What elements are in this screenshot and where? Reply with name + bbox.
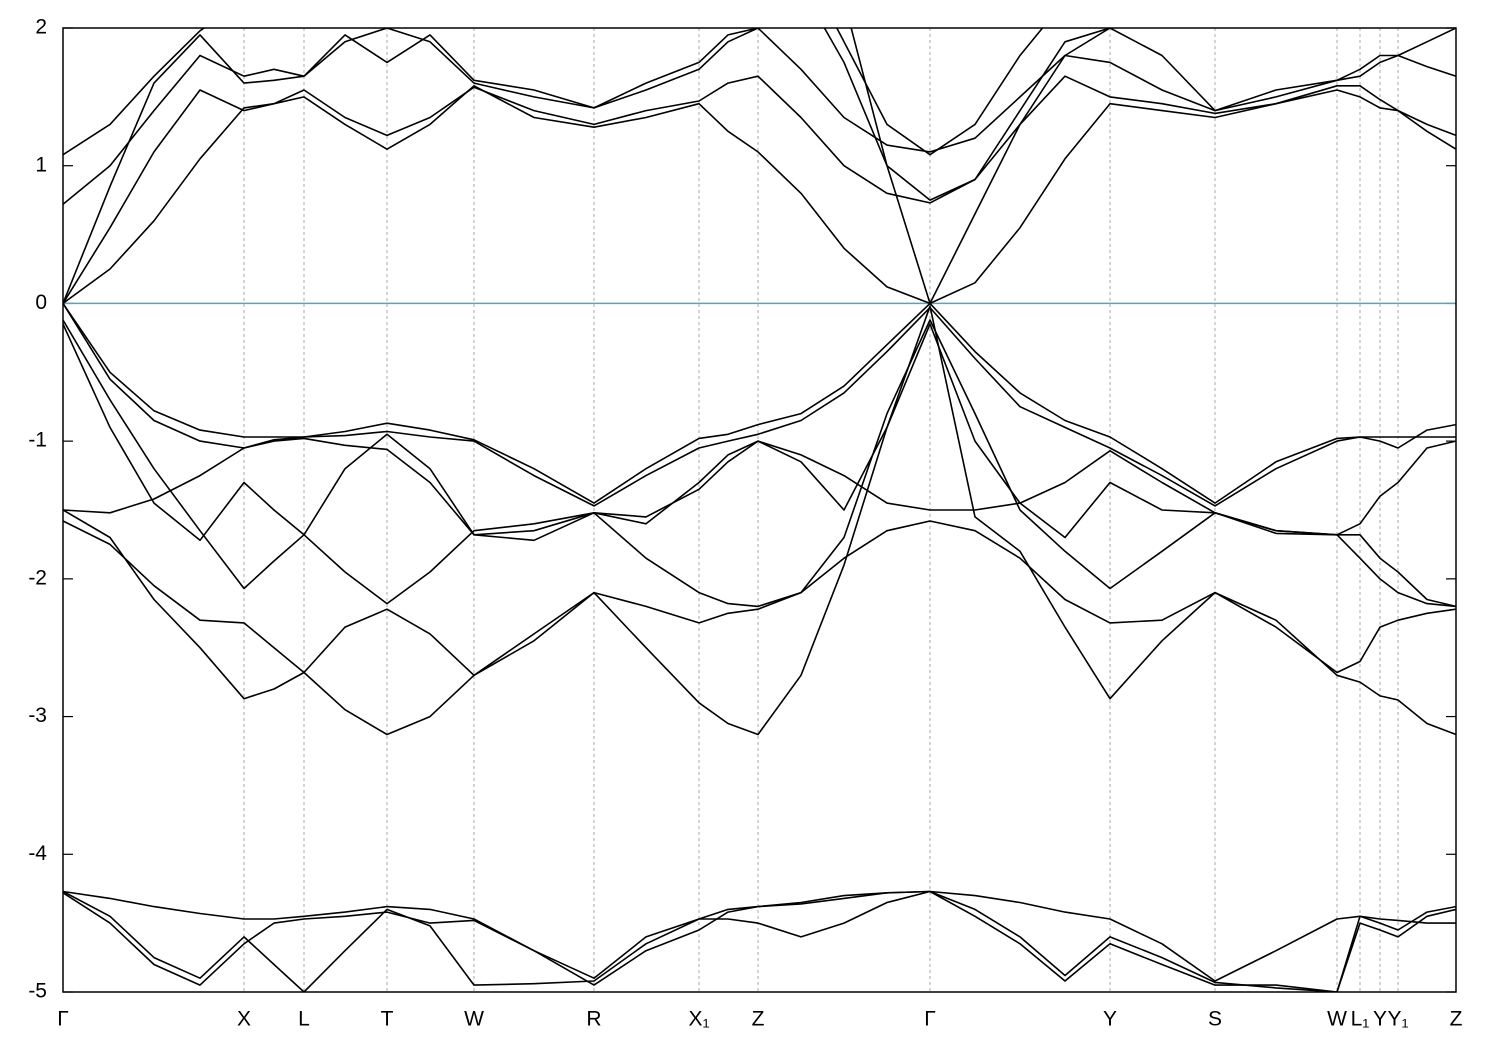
y-tick-label: -5 <box>28 980 47 1003</box>
x-tick-label: X <box>237 1008 251 1031</box>
y-tick-label: -2 <box>28 566 47 589</box>
x-tick-label: L₁ <box>1351 1008 1370 1031</box>
band-line <box>63 75 1456 304</box>
band-line <box>63 302 1456 507</box>
plot-frame <box>62 27 1457 993</box>
x-tick-label: Y₁ <box>1387 1008 1408 1031</box>
band-line <box>63 28 1456 205</box>
y-tick-label: 2 <box>35 16 47 39</box>
band-line <box>850 28 1117 305</box>
band-line <box>63 890 1456 982</box>
band-line <box>63 305 1456 736</box>
labels-layer: 210-1-2-3-4-5Γ X L T W R X₁ Z Γ Y S W L₁ Y Y₁ Z <box>28 16 1462 1031</box>
band-line <box>63 28 1456 304</box>
band-line <box>63 302 1456 504</box>
y-tick-label: -4 <box>28 842 47 865</box>
x-tick-label: W <box>1327 1008 1347 1031</box>
y-tick-label: -1 <box>28 429 47 452</box>
x-tick-label: Z <box>752 1008 765 1031</box>
x-tick-label: W <box>464 1008 484 1031</box>
bands-layer <box>63 28 1456 992</box>
band-line <box>63 520 1456 677</box>
band-line <box>63 437 1456 608</box>
x-tick-label: Y <box>1373 1008 1387 1031</box>
band-line <box>63 890 1456 992</box>
y-tick-label: 1 <box>35 153 47 176</box>
x-tick-label: Γ <box>57 1008 69 1031</box>
x-tick-label: L <box>298 1008 310 1031</box>
x-tick-label: S <box>1208 1008 1222 1031</box>
x-tick-label: T <box>381 1008 394 1031</box>
x-tick-label: Z <box>1450 1008 1463 1031</box>
x-tick-label: X₁ <box>688 1008 709 1031</box>
band-line <box>63 323 1456 542</box>
y-tick-label: -3 <box>28 704 47 727</box>
x-tick-label: R <box>586 1008 601 1031</box>
y-tick-label: 0 <box>35 291 47 314</box>
band-line <box>63 319 1456 608</box>
x-tick-label: Y <box>1103 1008 1117 1031</box>
band-line <box>63 85 1456 305</box>
x-tick-label: Γ <box>924 1008 936 1031</box>
grid-layer <box>63 27 1456 993</box>
